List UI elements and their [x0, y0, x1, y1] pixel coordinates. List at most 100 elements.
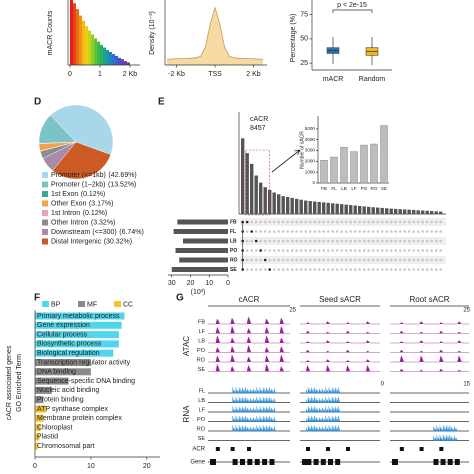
matrix-dot [344, 230, 348, 233]
matrix-dot [344, 249, 348, 252]
matrix-dot [331, 249, 335, 252]
matrix-dot [335, 268, 339, 271]
matrix-dot [380, 220, 384, 224]
set-axis-label: (10³) [191, 289, 206, 296]
matrix-dot [358, 239, 362, 243]
intersection-bar [254, 175, 258, 214]
matrix-dot [367, 268, 371, 271]
matrix-dot [250, 258, 253, 262]
matrix-dot [308, 239, 312, 243]
matrix-dot [245, 249, 249, 252]
legend-value: (30.32%) [104, 238, 132, 245]
category-label: ATP synthase complex [37, 406, 108, 413]
matrix-dot [389, 249, 393, 252]
matrix-dot [272, 230, 276, 233]
significance-bracket [332, 9, 373, 13]
bar [35, 377, 69, 385]
panel-letter: F [34, 293, 40, 304]
matrix-dot [389, 220, 393, 224]
matrix-dot [299, 258, 303, 262]
intersection-bar [277, 194, 281, 214]
matrix-dot [353, 249, 357, 252]
matrix-dot [430, 230, 434, 233]
legend-entry: 1st Intron (0.12%) [51, 210, 107, 217]
matrix-dot [263, 268, 267, 271]
matrix-dot [362, 249, 366, 252]
legend-entry: Promoter (1–2kb) (13.52%) [51, 181, 136, 188]
bar [35, 424, 41, 432]
inset-x-tick-label: PO [361, 186, 368, 191]
histogram-bar [91, 34, 94, 65]
track-label: FL [199, 388, 205, 394]
track-label: PO [197, 417, 206, 423]
matrix-dot [349, 239, 353, 243]
intersection-bar [380, 207, 384, 214]
matrix-dot [313, 249, 317, 252]
matrix-dot [412, 249, 416, 252]
category-label: Protein binding [37, 397, 84, 404]
x-tick-label: 20 [143, 463, 151, 470]
acr-box [326, 447, 330, 451]
matrix-dot [308, 249, 312, 252]
inset-y-tick-label: 2000 [305, 159, 316, 164]
intersection-bar [412, 209, 416, 214]
matrix-dot [335, 230, 339, 233]
x-tick-label: -2 Kb [168, 71, 185, 78]
matrix-dot [326, 220, 330, 224]
category-label: Chloroplast [37, 424, 72, 431]
bar [35, 331, 119, 339]
matrix-dot [371, 249, 375, 252]
matrix-dot [317, 249, 321, 252]
intersection-bar [376, 207, 380, 214]
inset-bar [350, 151, 358, 184]
legend-label: Other Exon [51, 200, 87, 207]
legend-label: Promoter (1–2kb) [51, 181, 105, 188]
set-tick-label: 0 [226, 280, 230, 287]
matrix-dot [425, 258, 429, 262]
atac-signal [390, 321, 469, 325]
exon-box [447, 459, 453, 465]
matrix-dot [353, 220, 357, 224]
matrix-dot [394, 258, 398, 262]
bar [35, 340, 119, 348]
arrow [271, 149, 301, 173]
matrix-dot [403, 249, 407, 252]
track-label: ACR [192, 447, 205, 453]
intersection-bar [304, 200, 308, 214]
matrix-dot [340, 239, 344, 243]
bar [35, 396, 44, 404]
intersection-bar [241, 138, 245, 214]
matrix-dot [376, 230, 380, 233]
matrix-dot [290, 258, 294, 262]
matrix-dot [250, 249, 253, 252]
matrix-dot [254, 268, 258, 271]
matrix-dot [268, 239, 272, 243]
intersection-bar [250, 163, 254, 214]
histogram-bar [79, 15, 82, 66]
matrix-dot [425, 230, 429, 233]
matrix-dot [250, 268, 253, 271]
set-size-bar [183, 238, 228, 244]
set-size-bar [179, 257, 228, 263]
exon-box [328, 459, 333, 465]
matrix-dot [263, 230, 267, 233]
matrix-dot [385, 220, 389, 224]
x-tick-label: 0 [33, 463, 37, 470]
y-tick-label: 50 [300, 36, 308, 43]
matrix-dot [326, 258, 330, 262]
matrix-dot [394, 268, 398, 271]
atac-signal [300, 340, 380, 344]
matrix-dot [344, 268, 348, 271]
matrix-dot [371, 220, 375, 224]
matrix-dot [412, 230, 416, 233]
matrix-dot [380, 258, 384, 262]
y-axis-label: mACR Counts [47, 10, 54, 55]
histogram-bar [109, 52, 112, 65]
matrix-dot [295, 249, 299, 252]
matrix-dot [331, 230, 335, 233]
x-tick-label: 10 [87, 463, 95, 470]
bar [35, 433, 40, 441]
legend-value: (0.12%) [81, 191, 106, 198]
histogram-bar [106, 50, 109, 65]
matrix-dot [313, 258, 317, 262]
